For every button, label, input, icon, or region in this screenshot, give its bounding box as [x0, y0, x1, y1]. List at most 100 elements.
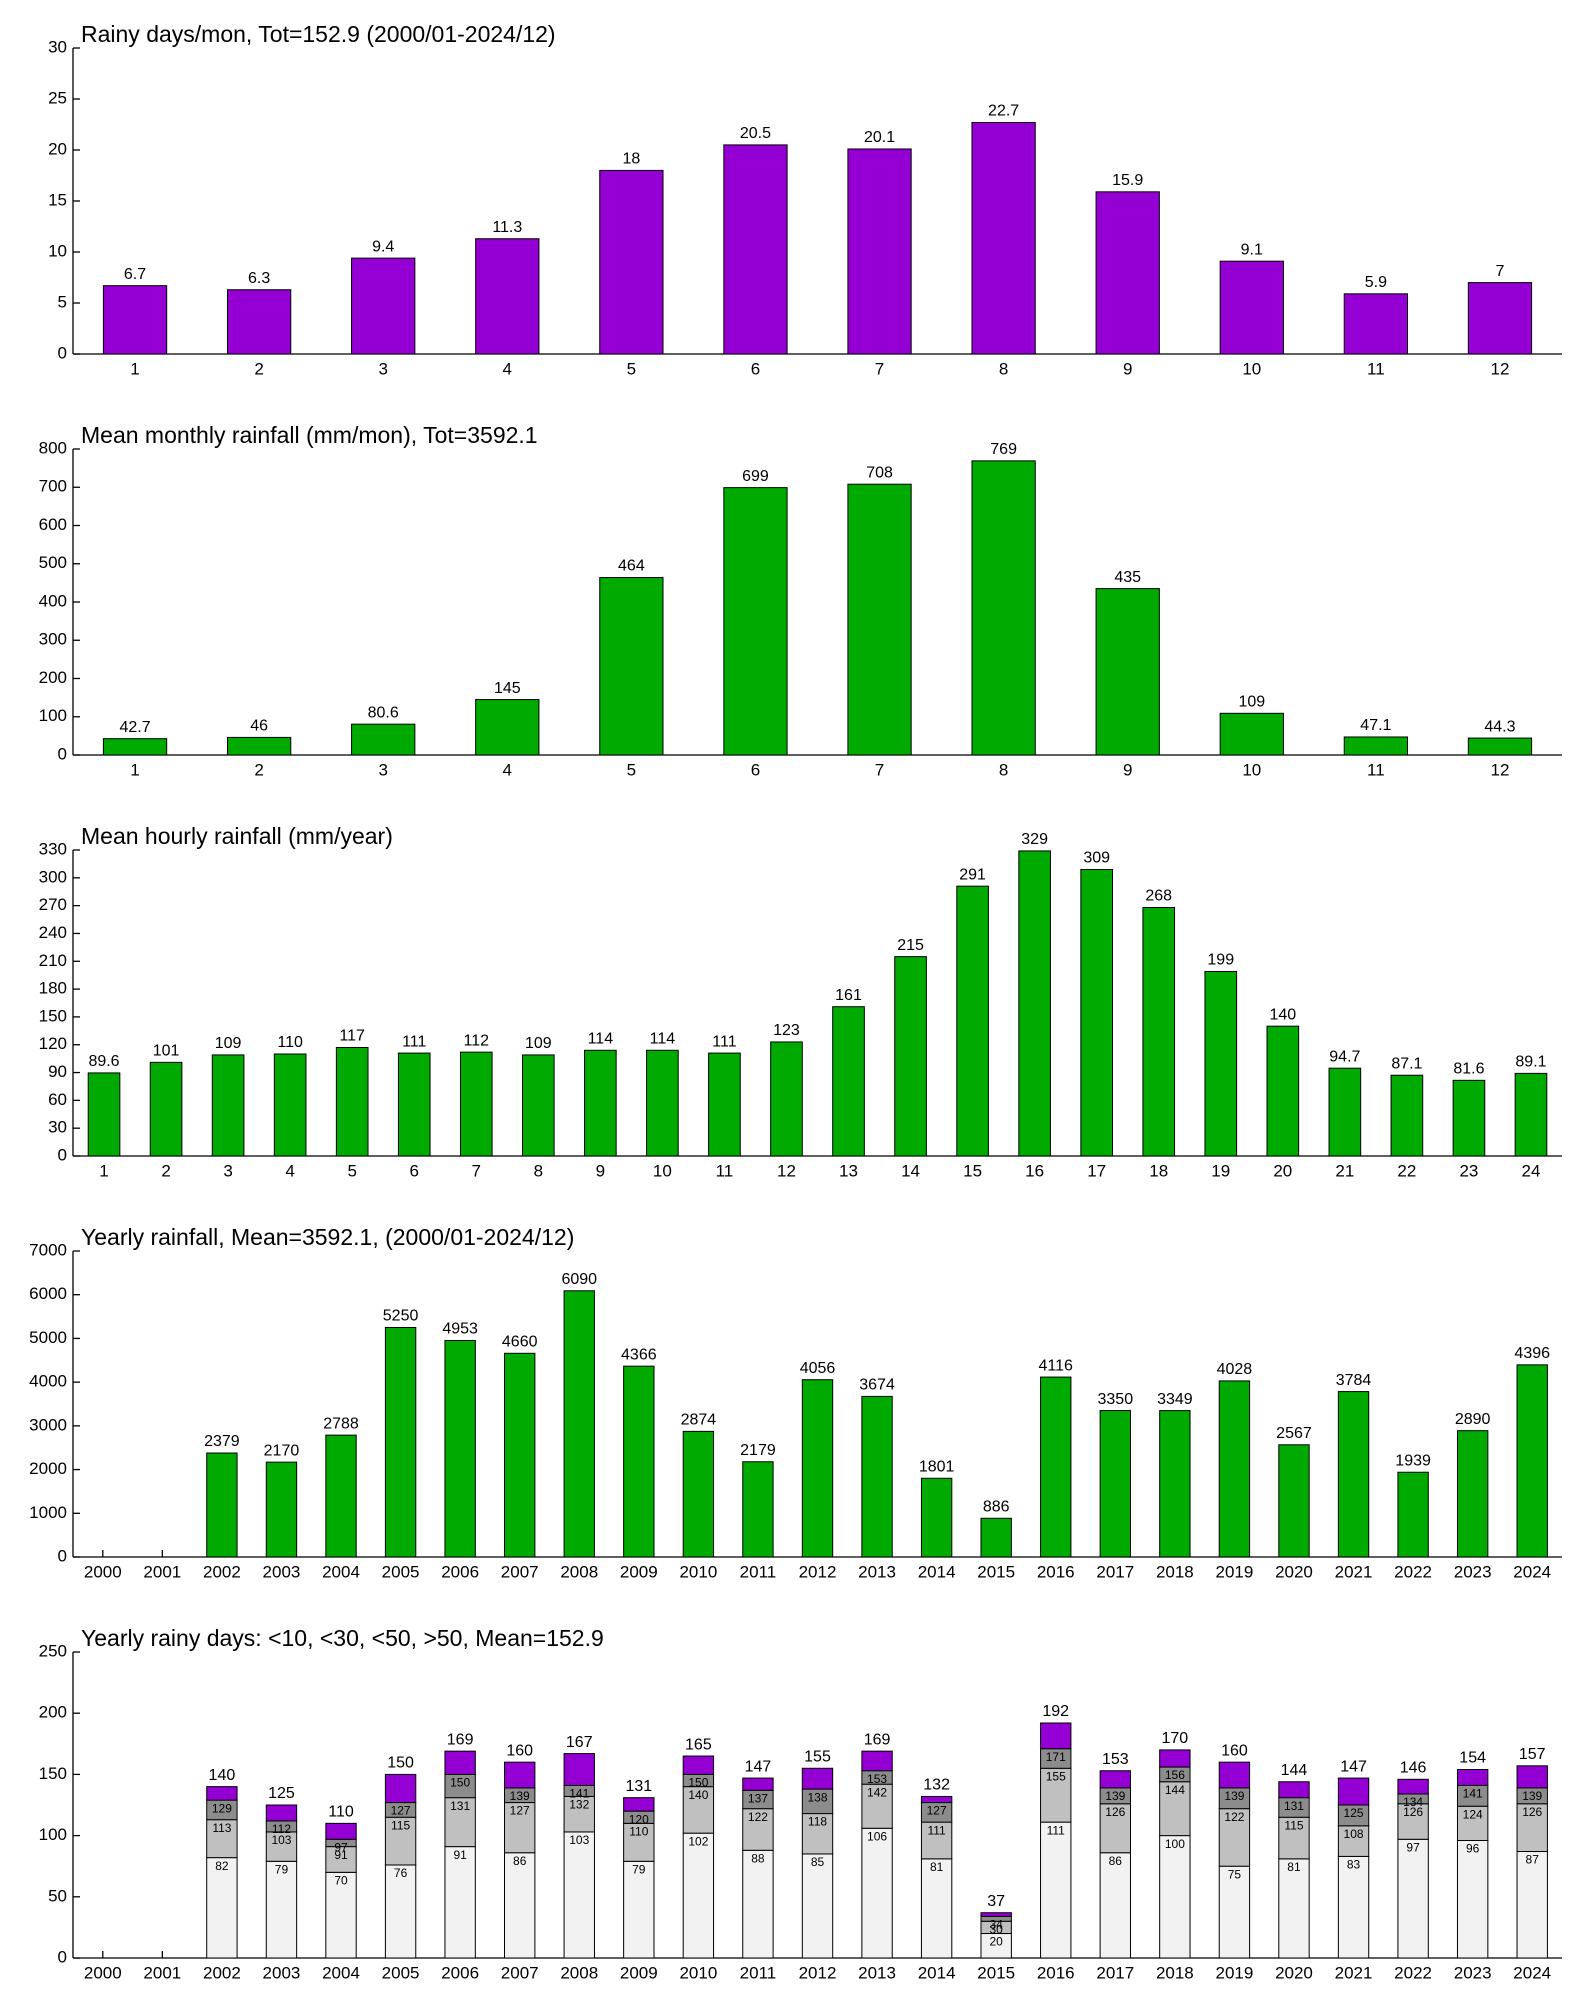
x-tick-label: 2024 [1513, 1963, 1551, 1982]
value-label: 699 [742, 468, 769, 485]
total-label: 169 [864, 1731, 891, 1748]
x-tick-label: 11 [1367, 359, 1385, 378]
value-label: 47.1 [1360, 717, 1391, 734]
segment-label: 131 [450, 1799, 470, 1813]
total-label: 146 [1400, 1760, 1427, 1777]
total-label: 147 [1340, 1758, 1367, 1775]
bar [1328, 1067, 1362, 1157]
bar [335, 1047, 369, 1157]
bar-segment [801, 1767, 834, 1790]
bar-segment [1099, 1803, 1131, 1854]
x-tick-label: 2014 [918, 1562, 956, 1581]
bar-segment [206, 1857, 238, 1959]
bar-segment [563, 1831, 595, 1959]
value-label: 18 [622, 151, 640, 168]
x-tick-label: 6 [409, 1161, 418, 1180]
bar [1018, 850, 1051, 1157]
x-tick-label: 2009 [620, 1562, 658, 1581]
segment-label: 155 [1046, 1769, 1066, 1783]
value-label: 89.1 [1515, 1054, 1546, 1071]
x-tick-label: 21 [1335, 1161, 1354, 1180]
segment-label: 86 [1109, 1854, 1123, 1868]
x-tick-label: 9 [1123, 359, 1132, 378]
value-label: 7 [1496, 263, 1505, 280]
value-label: 2874 [681, 1412, 717, 1429]
segment-label: 129 [212, 1801, 232, 1815]
value-label: 111 [402, 1033, 426, 1050]
y-tick-label: 50 [48, 1886, 67, 1905]
x-tick-label: 2 [254, 760, 263, 779]
y-tick-label: 100 [39, 706, 67, 725]
bar-segment [682, 1786, 715, 1834]
x-tick-label: 1 [130, 359, 139, 378]
bar [920, 1477, 953, 1558]
segment-label: 108 [1344, 1827, 1364, 1841]
total-label: 165 [685, 1736, 712, 1753]
segment-label: 134 [1403, 1795, 1423, 1809]
segment-label: 126 [1403, 1805, 1423, 1819]
bar-segment [384, 1864, 417, 1959]
segment-label: 115 [1284, 1818, 1303, 1832]
x-tick-label: 2003 [263, 1963, 301, 1982]
segment-label: 103 [569, 1833, 589, 1847]
value-label: 3784 [1336, 1372, 1372, 1389]
value-label: 2890 [1455, 1411, 1491, 1428]
bar [226, 289, 292, 355]
value-label: 81.6 [1453, 1061, 1484, 1078]
value-label: 1801 [919, 1458, 955, 1475]
x-tick-label: 2001 [143, 1963, 181, 1982]
segment-label: 127 [391, 1804, 411, 1818]
bar-segment [801, 1788, 834, 1815]
bar-segment [504, 1852, 536, 1959]
y-tick-label: 120 [39, 1034, 67, 1053]
value-label: 2788 [323, 1415, 359, 1432]
segment-label: 75 [1228, 1867, 1242, 1881]
value-label: 114 [650, 1031, 676, 1048]
y-tick-label: 6000 [29, 1284, 67, 1303]
total-label: 157 [1519, 1746, 1546, 1763]
x-tick-label: 2011 [740, 1562, 777, 1581]
y-tick-label: 300 [39, 867, 67, 886]
bar-segment [1040, 1821, 1072, 1959]
x-tick-label: 9 [1123, 760, 1132, 779]
x-tick-label: 10 [1242, 760, 1261, 779]
y-tick-label: 90 [48, 1062, 67, 1081]
value-label: 329 [1021, 831, 1048, 848]
bar [708, 1052, 741, 1157]
bar [1278, 1444, 1310, 1558]
x-tick-label: 2006 [441, 1963, 479, 1982]
y-tick-label: 270 [39, 895, 67, 914]
segment-label: 131 [1284, 1799, 1304, 1813]
x-tick-label: 2009 [620, 1963, 658, 1982]
bar [847, 483, 912, 756]
bar-segment [682, 1832, 715, 1959]
x-tick-label: 2003 [263, 1562, 301, 1581]
bar [847, 148, 912, 355]
x-tick-label: 17 [1087, 1161, 1106, 1180]
segment-label: 91 [453, 1848, 467, 1862]
value-label: 101 [153, 1043, 180, 1060]
x-tick-label: 2000 [84, 1963, 122, 1982]
x-tick-label: 2024 [1513, 1562, 1551, 1581]
segment-label: 140 [688, 1788, 708, 1802]
bar [599, 577, 664, 756]
value-label: 109 [1238, 694, 1265, 711]
x-tick-label: 2017 [1096, 1562, 1134, 1581]
y-tick-label: 700 [39, 477, 67, 496]
x-tick-label: 4 [285, 1161, 294, 1180]
bar-segment [1397, 1803, 1429, 1840]
x-tick-label: 22 [1397, 1161, 1416, 1180]
bar [723, 487, 788, 756]
segment-label: 30 [990, 1922, 1004, 1936]
x-tick-label: 10 [1242, 359, 1261, 378]
x-tick-label: 2019 [1216, 1963, 1254, 1982]
x-tick-label: 24 [1522, 1161, 1541, 1180]
bar [475, 699, 540, 756]
bar-segment [1099, 1852, 1131, 1959]
bar [1219, 712, 1284, 756]
value-label: 4028 [1217, 1361, 1253, 1378]
segment-label: 141 [569, 1787, 589, 1801]
x-tick-label: 2011 [740, 1963, 777, 1982]
x-tick-label: 2007 [501, 1963, 539, 1982]
value-label: 309 [1083, 850, 1110, 867]
